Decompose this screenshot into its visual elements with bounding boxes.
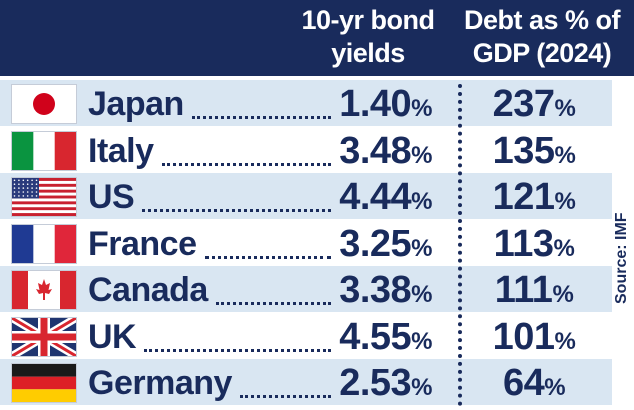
table-row: Japan 1.40% 237%: [0, 80, 612, 126]
table-row: Italy 3.48% 135%: [0, 127, 612, 173]
bond-yield-number: 3.25: [339, 222, 412, 265]
country-name: Germany: [88, 364, 232, 402]
dotted-leader: [205, 253, 332, 259]
percent-unit: %: [411, 141, 432, 169]
column-divider: [458, 84, 466, 406]
country-name: US: [88, 178, 135, 216]
dotted-leader: [162, 160, 332, 166]
bond-yield-value: 1.40%: [300, 83, 432, 130]
debt-value: 113%: [470, 223, 598, 270]
bond-yield-value: 3.38%: [300, 269, 432, 316]
debt-value: 135%: [470, 130, 598, 177]
italy-flag-icon: [12, 131, 76, 170]
percent-unit: %: [411, 95, 432, 122]
bond-yield-number: 4.44: [339, 176, 412, 218]
bond-yield-value: 3.48%: [300, 130, 432, 177]
debt-value: 237%: [470, 83, 598, 130]
bond-yield-number: 3.38: [339, 269, 412, 311]
country-name: UK: [88, 317, 137, 356]
table-row: Canada 3.38% 111%: [0, 266, 612, 312]
bond-yield-header-line2: yields: [331, 38, 405, 68]
debt-number: 135: [492, 129, 555, 172]
debt-number: 64: [502, 362, 545, 404]
percent-unit: %: [544, 374, 566, 401]
bond-yield-column-header: 10-yr bond yields: [298, 4, 438, 70]
bond-yield-header-line1: 10-yr bond: [301, 5, 435, 35]
percent-unit: %: [554, 141, 576, 169]
bond-yield-value: 3.25%: [300, 223, 432, 270]
bond-yield-value: 2.53%: [300, 362, 432, 409]
us-flag-icon: [12, 178, 76, 216]
debt-number: 237: [492, 83, 555, 125]
percent-unit: %: [554, 95, 576, 122]
table-header: 10-yr bond yields Debt as % of GDP (2024…: [0, 0, 634, 76]
debt-number: 113: [493, 222, 554, 265]
percent-unit: %: [554, 188, 576, 215]
country-name: Italy: [88, 131, 154, 170]
percent-unit: %: [411, 281, 432, 308]
bond-yield-value: 4.44%: [300, 176, 432, 223]
debt-number: 121: [492, 176, 555, 218]
source-note: Source: IMF: [613, 212, 630, 304]
dotted-leader: [192, 113, 332, 119]
table-row: France 3.25% 113%: [0, 220, 612, 266]
country-name: France: [88, 224, 197, 263]
percent-unit: %: [411, 327, 432, 355]
bond-yield-number: 3.48: [339, 129, 412, 172]
debt-value: 101%: [470, 316, 598, 363]
dotted-leader: [240, 392, 332, 398]
percent-unit: %: [554, 327, 576, 355]
debt-value: 64%: [470, 362, 598, 409]
debt-header-line1: Debt as % of: [463, 5, 621, 35]
table-body: Japan 1.40% 237% Italy 3.48% 135% US 4.44% 121% F…: [0, 80, 634, 410]
dotted-leader: [142, 206, 332, 212]
debt-header-line2: GDP (2024): [472, 38, 612, 68]
debt-number: 101: [492, 315, 555, 358]
percent-unit: %: [411, 234, 432, 262]
dotted-leader: [216, 299, 332, 305]
uk-flag-icon: [12, 317, 76, 356]
bond-yield-number: 1.40: [339, 83, 412, 125]
bond-yield-number: 2.53: [339, 362, 412, 404]
dotted-leader: [144, 346, 332, 352]
table-row: Germany 2.53% 64%: [0, 359, 612, 405]
germany-flag-icon: [12, 364, 76, 402]
france-flag-icon: [12, 224, 76, 263]
percent-unit: %: [411, 374, 432, 401]
country-name: Japan: [88, 85, 184, 123]
debt-value: 121%: [470, 176, 598, 223]
debt-value: 111%: [470, 269, 598, 316]
debt-number: 111: [494, 269, 553, 311]
country-name: Canada: [88, 271, 208, 309]
bond-yield-value: 4.55%: [300, 316, 432, 363]
canada-flag-icon: [12, 271, 76, 309]
debt-column-header: Debt as % of GDP (2024): [462, 4, 622, 70]
percent-unit: %: [411, 188, 432, 215]
percent-unit: %: [553, 234, 575, 262]
bond-yield-number: 4.55: [339, 315, 412, 358]
table-row: US 4.44% 121%: [0, 173, 612, 219]
percent-unit: %: [552, 281, 574, 308]
japan-flag-icon: [12, 85, 76, 123]
table-row: UK 4.55% 101%: [0, 313, 612, 359]
